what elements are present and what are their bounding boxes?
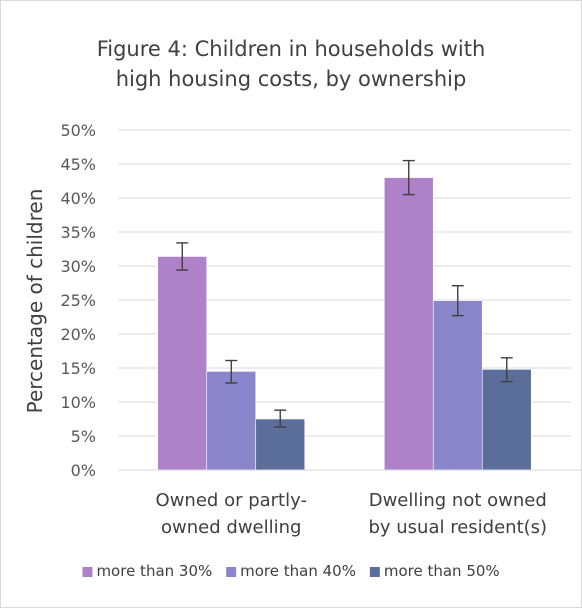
legend-label: more than 40% [240,562,356,580]
bars [157,177,532,471]
y-axis-label: Percentage of children [23,189,47,414]
y-tick-label: 40% [60,189,96,208]
legend-swatch [226,567,237,577]
y-tick-label: 5% [71,427,96,446]
y-tick-label: 50% [60,121,96,140]
bar [383,177,434,471]
y-tick-label: 30% [60,257,96,276]
x-category-label: by usual resident(s) [368,517,547,538]
chart-title-line-1: Figure 4: Children in households with [97,37,486,61]
y-tick-label: 35% [60,223,96,242]
bar [206,371,257,471]
bar [157,256,208,471]
x-category-label: owned dwelling [161,517,301,538]
x-axis-categories: Owned or partly-owned dwelling Dwelling n… [156,490,548,538]
bar [432,300,483,471]
x-category-label: Dwelling not owned [369,490,547,511]
x-category-label: Owned or partly- [156,490,307,511]
y-tick-label: 15% [60,359,96,378]
legend-label: more than 30% [96,562,212,580]
bar [481,369,532,471]
y-tick-label: 10% [60,393,96,412]
y-tick-label: 0% [71,461,96,480]
legend-swatch [82,567,93,577]
legend-swatch [369,567,380,577]
y-tick-label: 25% [60,291,96,310]
legend: more than 30% more than 40% more than 50% [82,562,500,580]
legend-label: more than 50% [384,562,500,580]
y-axis-ticks: 0% 5% 10% 15% 20% 25% 30% 35% 40% 45% 50% [60,121,96,480]
y-tick-label: 20% [60,325,96,344]
chart-title-line-2: high housing costs, by ownership [116,67,467,91]
error-bars [176,159,513,428]
y-tick-label: 45% [60,155,96,174]
